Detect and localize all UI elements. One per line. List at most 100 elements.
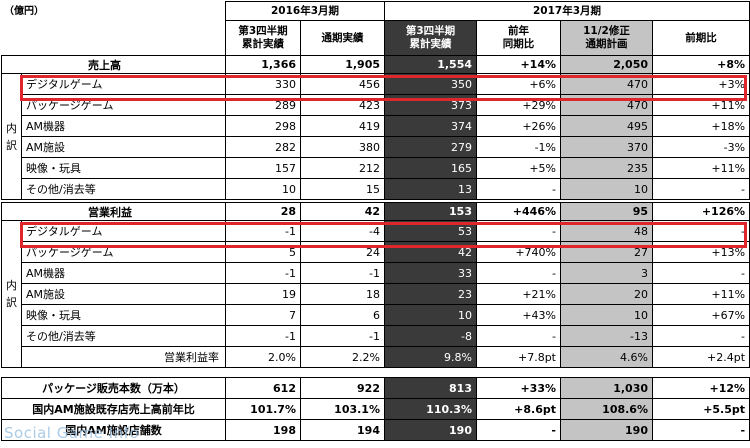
kpi-row: 国内AM施設既存店売上高前年比 101.7% 103.1% 110.3% +8.6pt 1… (1, 398, 750, 420)
sales-breakdown-row: パッケージゲーム 289 423 373 +29% 470 +11% (2, 94, 750, 116)
segment-label: AM施設 (21, 283, 226, 305)
kpi-value: 1,030 (560, 377, 653, 399)
profit-segment-value: 20 (560, 283, 653, 305)
sales-segment-value: 279 (384, 136, 477, 158)
profit-segment-value: -13 (560, 325, 653, 347)
kpi-value: 190 (384, 419, 477, 441)
segment-label: デジタルゲーム (21, 220, 226, 242)
profit-segment-value: -4 (300, 220, 385, 242)
profit-segment-value: 24 (300, 241, 385, 263)
segment-label: パッケージゲーム (21, 94, 226, 116)
kpi-label: パッケージ販売本数（万本） (1, 377, 226, 399)
column-header: 11/2修正 通期計画 (560, 20, 653, 56)
profit-segment-value: -1 (225, 220, 301, 242)
unit-label: （億円） (4, 6, 44, 17)
sales-segment-value: 419 (300, 115, 385, 137)
sales-segment-value: 423 (300, 94, 385, 116)
sales-segment-value: 235 (560, 157, 653, 179)
sales-segment-value: - (476, 178, 561, 200)
profit-segment-value: - (476, 325, 561, 347)
sales-segment-value: 495 (560, 115, 653, 137)
margin-value: +2.4pt (651, 346, 750, 368)
profit-total-row: 営業利益 28 42 153 +446% 95 +126% (1, 202, 750, 221)
profit-segment-value: - (476, 262, 561, 284)
sales-breakdown-row: 映像・玩具 157 212 165 +5% 235 +11% (2, 157, 750, 179)
sales-segment-value: 282 (225, 136, 301, 158)
header-blank (2, 21, 226, 56)
profit-segment-value: 10 (384, 304, 477, 326)
profit-segment-value: - (651, 325, 750, 347)
sales-segment-value: +5% (476, 157, 561, 179)
sales-total-value: 1,554 (384, 55, 477, 74)
kpi-label: 国内AM施設店舗数 (1, 419, 226, 441)
sales-segment-value: 370 (560, 136, 653, 158)
sales-segment-value: 374 (384, 115, 477, 137)
segment-label: AM機器 (21, 262, 226, 284)
profit-segment-value: -1 (225, 262, 301, 284)
kpi-value: 108.6% (560, 398, 653, 420)
sales-segment-value: -3% (651, 136, 750, 158)
profit-segment-value: 5 (225, 241, 301, 263)
profit-total-value: 28 (225, 202, 301, 221)
margin-value: +7.8pt (476, 346, 561, 368)
kpi-row: パッケージ販売本数（万本） 612 922 813 +33% 1,030 +12% (1, 377, 750, 399)
kpi-value: 101.7% (225, 398, 301, 420)
profit-total-value: 95 (560, 202, 653, 221)
sales-breakdown-row: AM機器 298 419 374 +26% 495 +18% (2, 115, 750, 137)
sales-segment-value: 10 (560, 178, 653, 200)
margin-label: 営業利益率 (21, 346, 226, 368)
kpi-value: - (476, 419, 561, 441)
watermark: Social Game Info (4, 424, 140, 442)
sales-total-value: +14% (476, 55, 561, 74)
profit-segment-value: - (476, 220, 561, 242)
sales-segment-value: 470 (560, 94, 653, 116)
column-header: 第3四半期 累計実績 (225, 20, 301, 56)
margin-value: 2.0% (225, 346, 301, 368)
profit-segment-value: 6 (300, 304, 385, 326)
spacer (1, 367, 750, 378)
profit-segment-value: 7 (225, 304, 301, 326)
margin-value: 2.2% (300, 346, 385, 368)
profit-breakdown-row: 内 訳デジタルゲーム -1 -4 53-48- (1, 220, 750, 368)
header-fy2017: 2017年3月期 (383, 1, 750, 21)
profit-breakdown-row: AM機器 -1 -1 33-3- (2, 262, 750, 284)
profit-segment-value: +13% (651, 241, 750, 263)
profit-segment-value: +67% (651, 304, 750, 326)
kpi-value: 813 (384, 377, 477, 399)
breakdown-side-label: 内 訳 (1, 220, 22, 368)
profit-segment-value: 10 (560, 304, 653, 326)
profit-segment-value: +21% (476, 283, 561, 305)
segment-label: AM機器 (21, 115, 226, 137)
sales-segment-value: +29% (476, 94, 561, 116)
segment-label: AM施設 (21, 136, 226, 158)
segment-label: その他/消去等 (21, 178, 226, 200)
sales-segment-value: 330 (225, 73, 301, 95)
kpi-value: 103.1% (300, 398, 385, 420)
kpi-value: 612 (225, 377, 301, 399)
sales-total-value: 1,905 (300, 55, 385, 74)
profit-breakdown-row: AM施設 19 18 23 +21% 20 +11% (2, 283, 750, 305)
sales-segment-value: 165 (384, 157, 477, 179)
sales-total-value: 2,050 (560, 55, 653, 74)
sales-segment-value: 350 (384, 73, 477, 95)
segment-label: デジタルゲーム (21, 73, 226, 95)
sales-segment-value: - (651, 178, 750, 200)
profit-total-value: 153 (384, 202, 477, 221)
kpi-value: 194 (300, 419, 385, 441)
profit-segment-value: -1 (300, 262, 385, 284)
profit-segment-value: 48 (560, 220, 653, 242)
profit-segment-value: 3 (560, 262, 653, 284)
profit-total-value: +446% (476, 202, 561, 221)
profit-segment-value: - (651, 262, 750, 284)
kpi-value: +8.6pt (476, 398, 561, 420)
sales-segment-value: 10 (225, 178, 301, 200)
profit-segment-value: -1 (225, 325, 301, 347)
column-header: 通期実績 (300, 20, 385, 56)
profit-breakdown-row: 映像・玩具 7 6 10 +43% 10 +67% (2, 304, 750, 326)
sales-segment-value: 470 (560, 73, 653, 95)
sales-segment-value: 380 (300, 136, 385, 158)
column-header: 第3四半期 累計実績 (384, 20, 477, 56)
sales-segment-value: +26% (476, 115, 561, 137)
kpi-value: +5.5pt (651, 398, 750, 420)
profit-segment-value: - (651, 220, 750, 242)
